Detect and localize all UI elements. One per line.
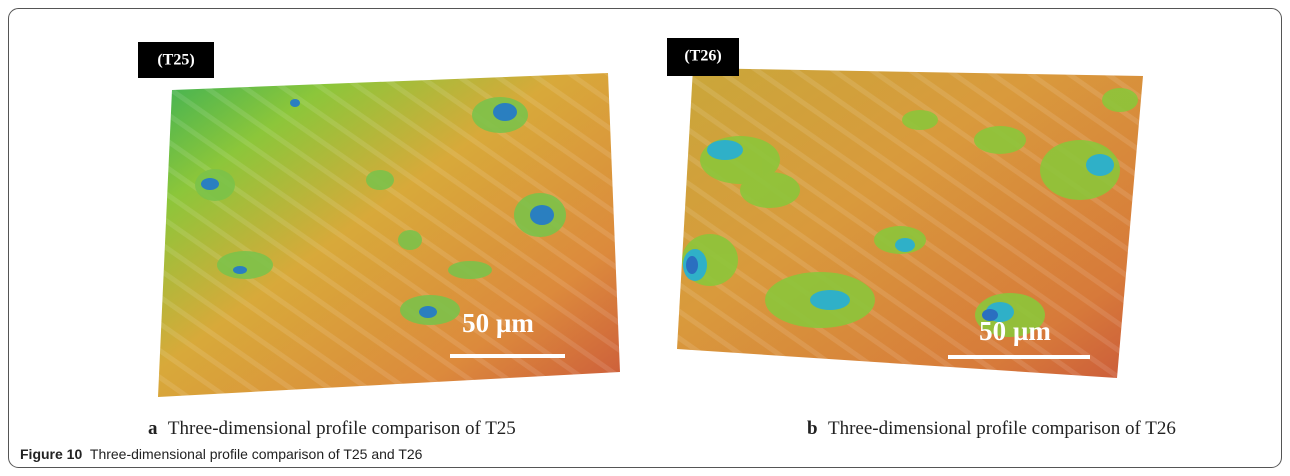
figure-caption: Figure 10 Three-dimensional profile comp… — [20, 446, 423, 462]
scale-bar — [450, 354, 565, 358]
scale-bar-label: 50 µm — [979, 316, 1051, 346]
subcaption-letter: a — [148, 418, 158, 439]
scale-bar — [948, 355, 1090, 359]
caption-text: Three-dimensional profile comparison of … — [90, 446, 423, 462]
subcaption-text: Three-dimensional profile comparison of … — [168, 418, 516, 439]
subcaption-text: Three-dimensional profile comparison of … — [828, 418, 1176, 439]
figure: (T25) (T26) 50 µm 50 µm a Three-dimensio… — [0, 0, 1290, 476]
page: (T25) (T26) 50 µm 50 µm a Three-dimensio… — [0, 0, 1290, 476]
subcaption-letter: b — [807, 418, 818, 439]
subcaption: a Three-dimensional profile comparison o… — [148, 418, 516, 439]
figure-label: Figure 10 — [20, 446, 82, 462]
scale-bar-label: 50 µm — [462, 308, 534, 338]
panel-tag: (T26) — [684, 48, 721, 65]
subcaption: b Three-dimensional profile comparison o… — [807, 418, 1176, 439]
profile-image-b — [670, 60, 1150, 390]
panel-tag: (T25) — [157, 52, 194, 69]
